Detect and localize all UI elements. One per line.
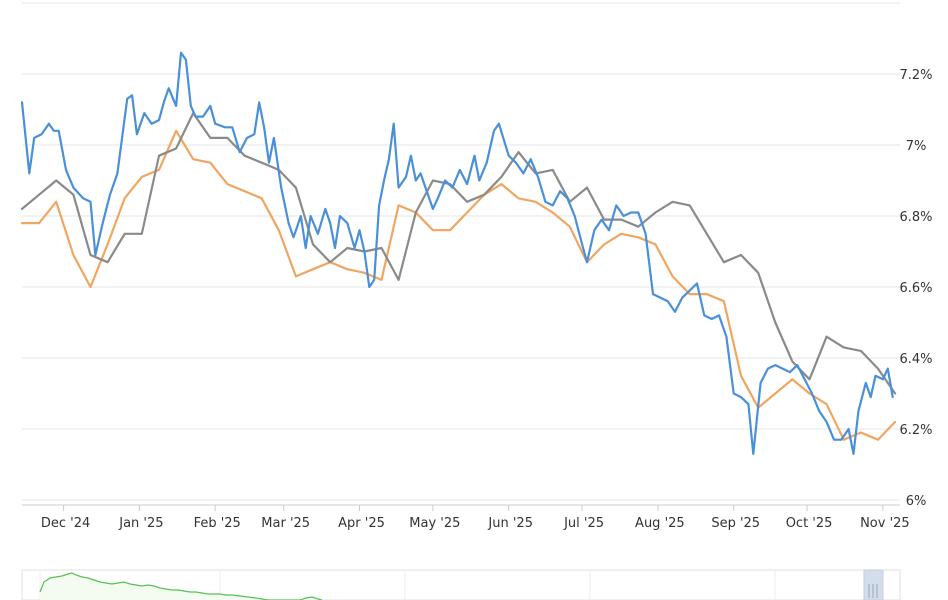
series-layer <box>20 51 897 455</box>
x-tick-label: Sep '25 <box>711 516 760 531</box>
x-tick-label: May '25 <box>409 516 460 531</box>
navigator-range-handle[interactable] <box>863 569 884 600</box>
y-tick-label: 7% <box>906 139 927 154</box>
x-tick-label: Aug '25 <box>635 516 685 531</box>
x-tick-label: Feb '25 <box>194 516 241 531</box>
x-tick-label: Jun '25 <box>487 516 533 531</box>
x-axis-ticks: Dec '24 Jan '25 Feb '25 Mar '25 Apr '25 May '… <box>41 505 910 531</box>
y-tick-label: 6% <box>906 494 927 509</box>
x-tick-label: Dec '24 <box>41 516 90 531</box>
y-tick-label: 6.2% <box>899 423 932 438</box>
x-tick-label: Jul '25 <box>563 516 604 531</box>
y-axis-labels: 6% 6.2% 6.4% 6.6% 6.8% 7% 7.2% <box>899 68 932 509</box>
y-tick-label: 7.2% <box>899 68 932 83</box>
y-tick-label: 6.4% <box>899 352 932 367</box>
y-tick-label: 6.6% <box>899 281 932 296</box>
x-tick-label: Jan '25 <box>118 516 163 531</box>
series-line-2 <box>20 112 897 395</box>
y-grid-lines <box>22 2 900 501</box>
x-tick-label: Apr '25 <box>338 516 385 531</box>
x-tick-label: Mar '25 <box>261 516 310 531</box>
x-tick-label: Nov '25 <box>860 516 910 531</box>
navigator-series-line <box>39 572 323 600</box>
x-tick-label: Oct '25 <box>786 516 833 531</box>
navigator-area <box>40 573 322 600</box>
series-line-1 <box>20 129 897 441</box>
series-line-0 <box>20 51 894 455</box>
y-tick-label: 6.8% <box>899 210 932 225</box>
time-navigator[interactable] <box>21 569 901 600</box>
